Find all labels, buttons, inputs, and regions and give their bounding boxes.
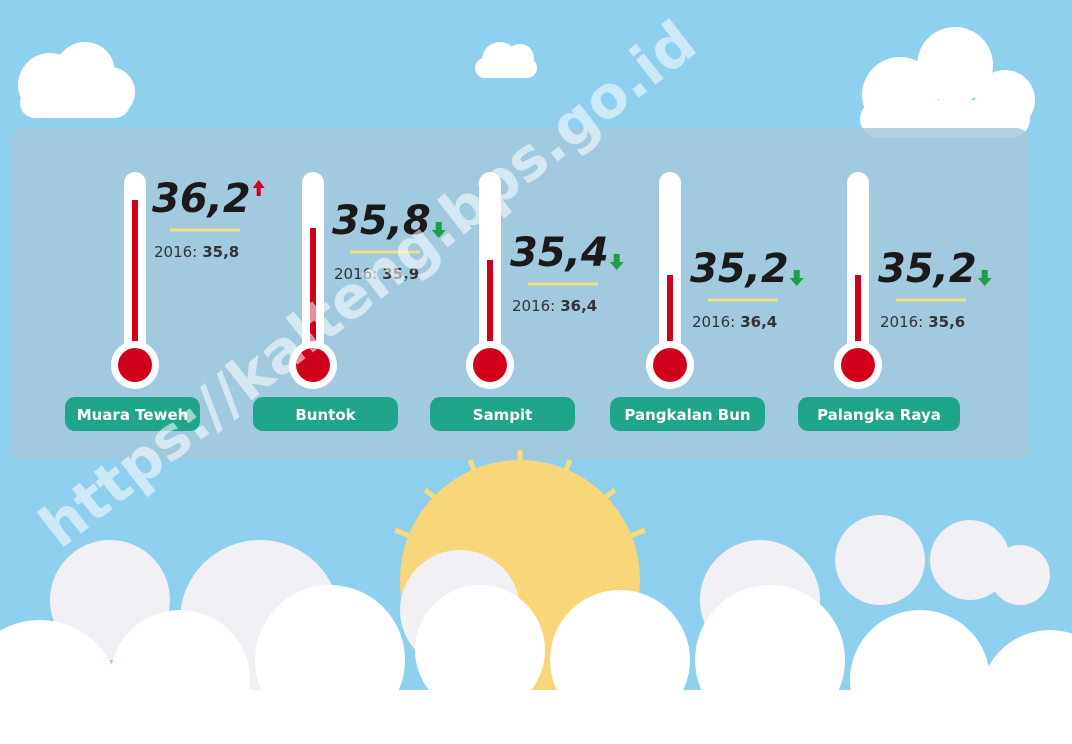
bulb bbox=[653, 348, 687, 382]
previous: 2016: 35,8 bbox=[154, 243, 239, 261]
previous-label: 2016: bbox=[692, 313, 735, 331]
mercury bbox=[132, 200, 138, 360]
city-name: Palangka Raya bbox=[817, 406, 941, 424]
previous: 2016: 36,4 bbox=[512, 297, 597, 315]
bulb bbox=[118, 348, 152, 382]
city-name: Sampit bbox=[473, 406, 533, 424]
previous-label: 2016: bbox=[154, 243, 197, 261]
previous-value: 35,8 bbox=[202, 243, 239, 261]
city-name: Buntok bbox=[295, 406, 356, 424]
bulb bbox=[841, 348, 875, 382]
bulb bbox=[473, 348, 507, 382]
city-name: Pangkalan Bun bbox=[624, 406, 750, 424]
previous-value: 36,4 bbox=[560, 297, 597, 315]
previous: 2016: 35,6 bbox=[880, 313, 965, 331]
value: 36,2 bbox=[152, 176, 251, 222]
value: 35,2 bbox=[878, 246, 977, 292]
page: 36,22016:35,8Muara Teweh35,82016:35,9Bun… bbox=[0, 0, 1072, 744]
infographic: 36,22016:35,8Muara Teweh35,82016:35,9Bun… bbox=[0, 0, 1072, 744]
previous-label: 2016: bbox=[512, 297, 555, 315]
previous-label: 2016: bbox=[880, 313, 923, 331]
value: 35,4 bbox=[510, 230, 609, 276]
previous-value: 36,4 bbox=[740, 313, 777, 331]
previous: 2016: 36,4 bbox=[692, 313, 777, 331]
value: 35,2 bbox=[690, 246, 789, 292]
previous-value: 35,6 bbox=[928, 313, 965, 331]
